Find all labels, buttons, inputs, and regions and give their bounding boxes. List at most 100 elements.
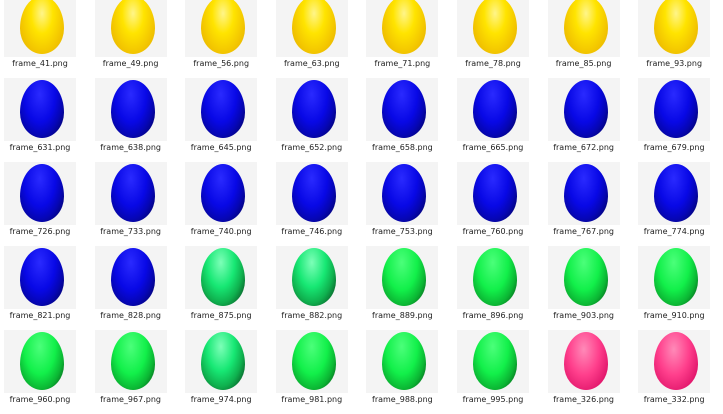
file-thumbnail[interactable] [638, 330, 711, 393]
file-name-label[interactable]: frame_882.png [281, 311, 343, 320]
file-name-label[interactable]: frame_658.png [372, 143, 433, 152]
file-item[interactable]: frame_645.png [176, 78, 266, 162]
file-name-label[interactable]: frame_726.png [9, 227, 71, 236]
file-item[interactable]: frame_889.png [357, 246, 447, 330]
file-item[interactable]: frame_679.png [629, 78, 719, 162]
file-thumbnail[interactable] [4, 330, 76, 393]
file-item[interactable]: frame_658.png [357, 78, 447, 162]
file-thumbnail[interactable] [94, 78, 167, 141]
file-item[interactable]: frame_71.png [357, 0, 447, 78]
file-item[interactable]: frame_896.png [448, 246, 538, 330]
file-item[interactable]: frame_767.png [539, 162, 629, 246]
file-item[interactable]: frame_638.png [86, 78, 176, 162]
file-item[interactable]: frame_746.png [267, 162, 357, 246]
file-name-label[interactable]: frame_821.png [9, 311, 71, 320]
file-thumbnail[interactable] [94, 330, 167, 393]
file-name-label[interactable]: frame_746.png [281, 227, 343, 236]
file-item[interactable]: frame_974.png [176, 330, 266, 414]
file-name-label[interactable]: frame_774.png [643, 227, 705, 236]
file-thumbnail[interactable] [638, 78, 711, 141]
file-item[interactable]: frame_988.png [357, 330, 447, 414]
file-item[interactable]: frame_726.png [0, 162, 85, 246]
file-name-label[interactable]: frame_652.png [281, 143, 343, 152]
file-thumbnail[interactable] [366, 246, 439, 309]
file-thumbnail[interactable] [366, 78, 439, 141]
file-name-label[interactable]: frame_889.png [372, 311, 433, 320]
file-name-label[interactable]: frame_960.png [9, 395, 71, 404]
file-thumbnail[interactable] [457, 246, 529, 309]
file-item[interactable]: frame_85.png [539, 0, 629, 78]
file-name-label[interactable]: frame_672.png [553, 143, 614, 152]
file-name-label[interactable]: frame_93.png [646, 59, 703, 68]
file-item[interactable]: frame_93.png [629, 0, 719, 78]
file-thumbnail[interactable] [275, 162, 348, 225]
file-name-label[interactable]: frame_71.png [374, 59, 431, 68]
file-item[interactable]: frame_672.png [539, 78, 629, 162]
file-thumbnail[interactable] [638, 246, 711, 309]
file-item[interactable]: frame_882.png [267, 246, 357, 330]
file-item[interactable]: frame_967.png [86, 330, 176, 414]
file-name-label[interactable]: frame_78.png [465, 59, 521, 68]
file-thumbnail[interactable] [4, 246, 76, 309]
file-thumbnail[interactable] [638, 162, 711, 225]
file-name-label[interactable]: frame_974.png [190, 395, 252, 404]
file-thumbnail[interactable] [185, 162, 258, 225]
file-thumbnail[interactable] [457, 0, 529, 57]
file-item[interactable]: frame_828.png [86, 246, 176, 330]
file-thumbnail[interactable] [366, 162, 439, 225]
file-thumbnail[interactable] [547, 78, 620, 141]
file-name-label[interactable]: frame_665.png [462, 143, 524, 152]
file-name-label[interactable]: frame_995.png [462, 395, 524, 404]
file-name-label[interactable]: frame_63.png [283, 59, 340, 68]
file-thumbnail[interactable] [185, 78, 258, 141]
file-thumbnail[interactable] [275, 330, 348, 393]
file-thumbnail[interactable] [547, 0, 620, 57]
file-item[interactable]: frame_821.png [0, 246, 85, 330]
file-name-label[interactable]: frame_753.png [372, 227, 433, 236]
file-thumbnail[interactable] [457, 330, 529, 393]
file-name-label[interactable]: frame_760.png [462, 227, 524, 236]
file-item[interactable]: frame_78.png [448, 0, 538, 78]
file-item[interactable]: frame_774.png [629, 162, 719, 246]
file-name-label[interactable]: frame_56.png [193, 59, 250, 68]
file-name-label[interactable]: frame_733.png [100, 227, 161, 236]
file-name-label[interactable]: frame_967.png [100, 395, 161, 404]
file-name-label[interactable]: frame_49.png [102, 59, 159, 68]
file-name-label[interactable]: frame_896.png [462, 311, 524, 320]
file-item[interactable]: frame_981.png [267, 330, 357, 414]
file-thumbnail[interactable] [275, 246, 348, 309]
file-item[interactable]: frame_910.png [629, 246, 719, 330]
file-thumbnail[interactable] [185, 330, 258, 393]
file-thumbnail[interactable] [94, 0, 167, 57]
file-item[interactable]: frame_332.png [629, 330, 719, 414]
file-name-label[interactable]: frame_332.png [643, 395, 705, 404]
file-thumbnail[interactable] [94, 162, 167, 225]
file-thumbnail[interactable] [366, 0, 439, 57]
file-item[interactable]: frame_960.png [0, 330, 85, 414]
file-name-label[interactable]: frame_988.png [372, 395, 433, 404]
file-item[interactable]: frame_56.png [176, 0, 266, 78]
file-thumbnail[interactable] [457, 162, 529, 225]
file-name-label[interactable]: frame_910.png [643, 311, 705, 320]
file-name-label[interactable]: frame_638.png [100, 143, 161, 152]
file-thumbnail[interactable] [547, 330, 620, 393]
file-thumbnail[interactable] [4, 162, 76, 225]
file-thumbnail[interactable] [4, 78, 76, 141]
file-name-label[interactable]: frame_326.png [553, 395, 614, 404]
file-item[interactable]: frame_995.png [448, 330, 538, 414]
file-item[interactable]: frame_875.png [176, 246, 266, 330]
file-thumbnail[interactable] [457, 78, 529, 141]
file-name-label[interactable]: frame_645.png [190, 143, 252, 152]
file-name-label[interactable]: frame_828.png [100, 311, 161, 320]
file-thumbnail[interactable] [366, 330, 439, 393]
file-name-label[interactable]: frame_631.png [9, 143, 71, 152]
file-name-label[interactable]: frame_85.png [555, 59, 612, 68]
file-item[interactable]: frame_740.png [176, 162, 266, 246]
file-name-label[interactable]: frame_740.png [190, 227, 252, 236]
file-item[interactable]: frame_631.png [0, 78, 85, 162]
file-thumbnail[interactable] [275, 78, 348, 141]
file-item[interactable]: frame_733.png [86, 162, 176, 246]
file-thumbnail[interactable] [638, 0, 711, 57]
file-name-label[interactable]: frame_679.png [643, 143, 705, 152]
file-name-label[interactable]: frame_875.png [190, 311, 252, 320]
